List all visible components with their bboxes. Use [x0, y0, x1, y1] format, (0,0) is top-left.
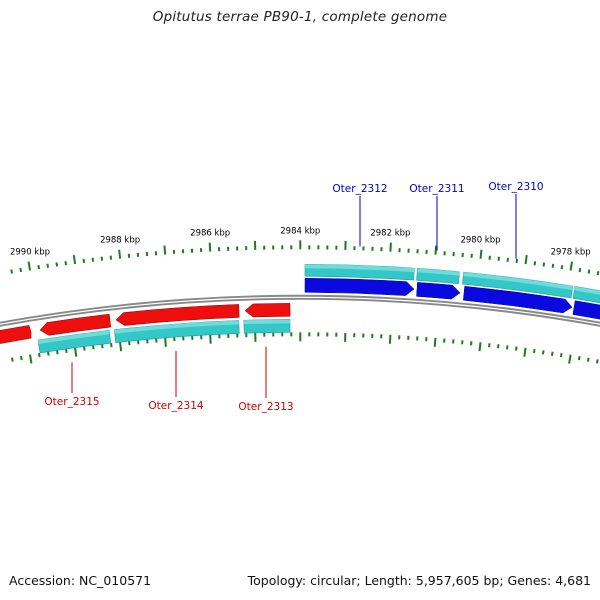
scale-major-tick [119, 342, 123, 352]
reverse-gene-label[interactable]: Oter_2314 [148, 400, 203, 412]
scale-minor-tick [595, 359, 599, 364]
forward-gene-label[interactable]: Oter_2310 [488, 181, 543, 193]
reverse-gene-arrow[interactable] [115, 304, 240, 326]
scale-minor-tick [587, 269, 591, 274]
scale-minor-tick [46, 263, 50, 268]
scale-minor-tick [542, 262, 546, 267]
scale-minor-tick [38, 352, 41, 358]
scale-major-tick [523, 347, 527, 357]
scale-major-tick [27, 261, 31, 271]
cds-track-highlight [305, 264, 415, 273]
reverse-gene-arrow[interactable] [39, 313, 112, 336]
forward-gene-arrow[interactable] [572, 300, 600, 327]
scale-minor-tick [559, 353, 563, 358]
scale-minor-tick [56, 350, 59, 355]
scale-minor-tick [37, 264, 40, 270]
genome-summary-text: Topology: circular; Length: 5,957,605 bp… [247, 573, 591, 588]
reverse-gene-arrow[interactable] [244, 303, 291, 318]
cds-track-highlight [114, 320, 239, 334]
cds-track-highlight [574, 286, 600, 295]
scale-minor-tick [10, 269, 13, 274]
scale-ticks-top [10, 240, 600, 276]
scale-minor-tick [47, 351, 50, 356]
reverse-gene-arrow[interactable] [0, 325, 32, 351]
scale-major-tick [74, 347, 78, 357]
scale-major-tick [569, 261, 573, 271]
reverse-gene-label[interactable]: Oter_2315 [44, 396, 99, 408]
forward-gene-arrow[interactable] [416, 282, 461, 300]
scale-tick-label: 2984 kbp [280, 226, 320, 236]
scale-minor-tick [596, 270, 600, 276]
scale-major-tick [524, 255, 528, 265]
cds-track-highlight [417, 268, 460, 276]
scale-tick-labels: 2990 kbp 2988 kbp 2986 kbp 2984 kbp 2982 kbp… [10, 226, 591, 257]
scale-major-tick [479, 249, 483, 259]
scale-ticks-bottom [10, 332, 599, 364]
scale-minor-tick [533, 348, 536, 354]
accession-text: Accession: NC_010571 [9, 573, 152, 588]
scale-minor-tick [560, 265, 564, 270]
scale-minor-tick [64, 261, 68, 266]
scale-minor-tick [19, 267, 22, 273]
forward-gene-label[interactable]: Oter_2311 [409, 183, 464, 195]
scale-minor-tick [551, 263, 555, 268]
feature-tracks [0, 264, 600, 354]
genome-backbone [0, 294, 600, 327]
forward-gene-arrow[interactable] [463, 286, 573, 314]
scale-minor-tick [577, 356, 581, 361]
scale-minor-tick [20, 355, 23, 361]
scale-major-tick [568, 354, 572, 364]
scale-major-tick [72, 254, 77, 265]
forward-gene-label[interactable]: Oter_2312 [332, 183, 387, 195]
scale-minor-tick [65, 348, 68, 354]
forward-gene-arrow[interactable] [304, 278, 415, 296]
scale-major-tick [118, 249, 122, 259]
backbone-inner-line [0, 296, 600, 325]
scale-tick-label: 2982 kbp [370, 229, 410, 239]
scale-minor-tick [515, 258, 519, 264]
scale-minor-tick [515, 346, 518, 351]
scale-minor-tick [92, 345, 95, 350]
scale-minor-tick [533, 261, 537, 266]
scale-tick-label: 2990 kbp [10, 247, 50, 257]
scale-minor-tick [506, 345, 509, 350]
reverse-gene-label[interactable]: Oter_2313 [238, 401, 293, 413]
page-title: Opitutus terrae PB90-1, complete genome [152, 9, 448, 25]
scale-major-tick [478, 342, 482, 352]
scale-major-tick [433, 337, 437, 347]
cds-track-highlight [463, 272, 573, 291]
cds-track-highlight [243, 319, 290, 325]
scale-major-tick [29, 354, 33, 364]
gene-labels: Oter_2312 Oter_2311 Oter_2310 Oter_2315 Oter… [44, 181, 543, 413]
cds-track-highlight [37, 330, 110, 345]
scale-minor-tick [82, 258, 86, 263]
scale-major-tick [163, 245, 167, 255]
scale-minor-tick [55, 262, 59, 267]
scale-major-tick [434, 245, 438, 255]
scale-tick-label: 2978 kbp [551, 247, 591, 257]
scale-tick-label: 2986 kbp [190, 229, 230, 239]
scale-minor-tick [83, 346, 86, 351]
scale-minor-tick [550, 351, 554, 356]
scale-minor-tick [586, 357, 590, 362]
scale-minor-tick [578, 267, 582, 273]
scale-major-tick [164, 337, 167, 347]
scale-tick-label: 2980 kbp [460, 236, 500, 246]
scale-minor-tick [10, 357, 14, 362]
scale-minor-tick [541, 350, 545, 355]
scale-tick-label: 2988 kbp [100, 236, 140, 246]
